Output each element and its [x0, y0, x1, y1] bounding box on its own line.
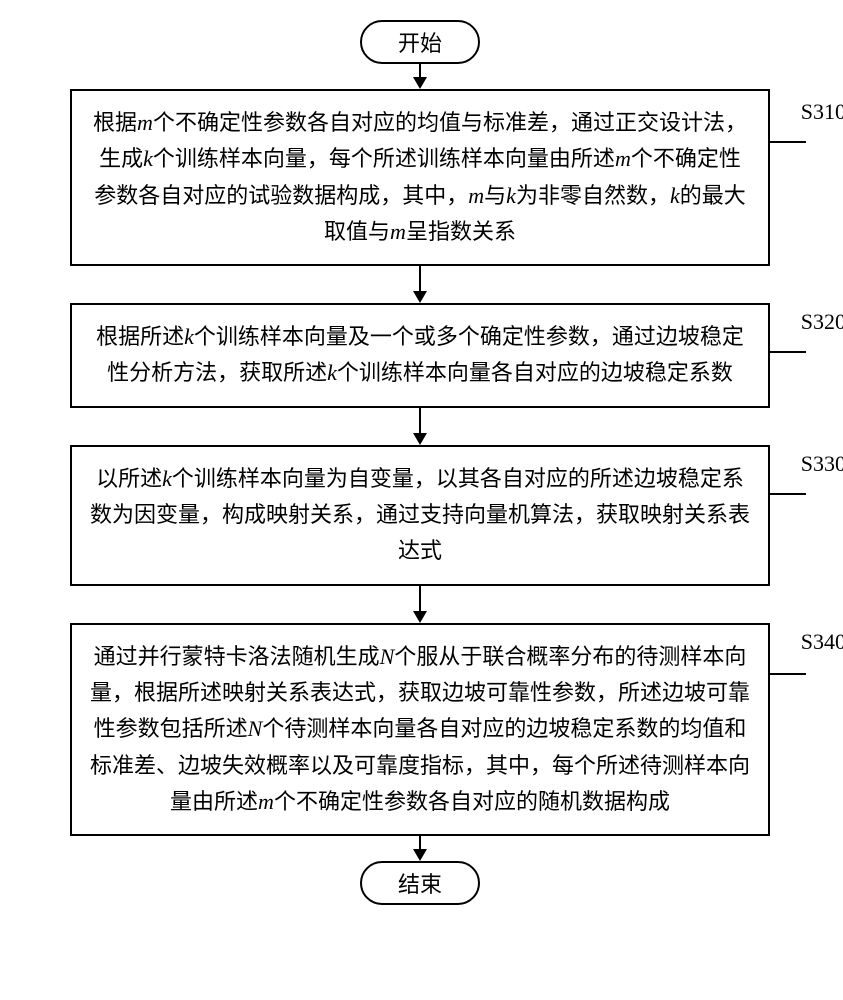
- step-label-connector: [770, 493, 806, 495]
- arrow-to-step: [413, 64, 427, 89]
- arrow-head-icon: [413, 291, 427, 303]
- step-box: 以所述k个训练样本向量为自变量，以其各自对应的所述边坡稳定系数为因变量，构成映射…: [70, 445, 770, 586]
- step-box: 通过并行蒙特卡洛法随机生成N个服从于联合概率分布的待测样本向量，根据所述映射关系…: [70, 623, 770, 836]
- flowchart-container: 开始 根据m个不确定性参数各自对应的均值与标准差，通过正交设计法，生成k个训练样…: [60, 20, 780, 905]
- step-wrap: 通过并行蒙特卡洛法随机生成N个服从于联合概率分布的待测样本向量，根据所述映射关系…: [70, 623, 770, 836]
- arrow-to-step: [413, 408, 427, 445]
- arrow-line: [419, 408, 421, 434]
- step-wrap: 以所述k个训练样本向量为自变量，以其各自对应的所述边坡稳定系数为因变量，构成映射…: [70, 445, 770, 586]
- step-label-connector: [770, 673, 806, 675]
- arrow-line: [419, 586, 421, 612]
- step-label: S320: [801, 309, 843, 335]
- end-terminator: 结束: [360, 861, 480, 905]
- step-box: 根据m个不确定性参数各自对应的均值与标准差，通过正交设计法，生成k个训练样本向量…: [70, 89, 770, 266]
- step-label-connector: [770, 141, 806, 143]
- step-label: S340: [801, 629, 843, 655]
- arrow-to-step: [413, 586, 427, 623]
- arrow-head-icon: [413, 77, 427, 89]
- arrow-line: [419, 64, 421, 78]
- start-label: 开始: [398, 26, 442, 58]
- step-label-connector: [770, 351, 806, 353]
- step-label: S310: [801, 99, 843, 125]
- step-box: 根据所述k个训练样本向量及一个或多个确定性参数，通过边坡稳定性分析方法，获取所述…: [70, 303, 770, 408]
- arrow-head-icon: [413, 611, 427, 623]
- arrow-line: [419, 266, 421, 292]
- step-wrap: 根据m个不确定性参数各自对应的均值与标准差，通过正交设计法，生成k个训练样本向量…: [70, 89, 770, 266]
- start-terminator: 开始: [360, 20, 480, 64]
- step-label: S330: [801, 451, 843, 477]
- end-label: 结束: [398, 867, 442, 899]
- arrow-head-icon: [413, 433, 427, 445]
- arrow-to-step: [413, 266, 427, 303]
- step-wrap: 根据所述k个训练样本向量及一个或多个确定性参数，通过边坡稳定性分析方法，获取所述…: [70, 303, 770, 408]
- arrow-line: [419, 836, 421, 850]
- arrow-to-end: [413, 836, 427, 861]
- arrow-head-icon: [413, 849, 427, 861]
